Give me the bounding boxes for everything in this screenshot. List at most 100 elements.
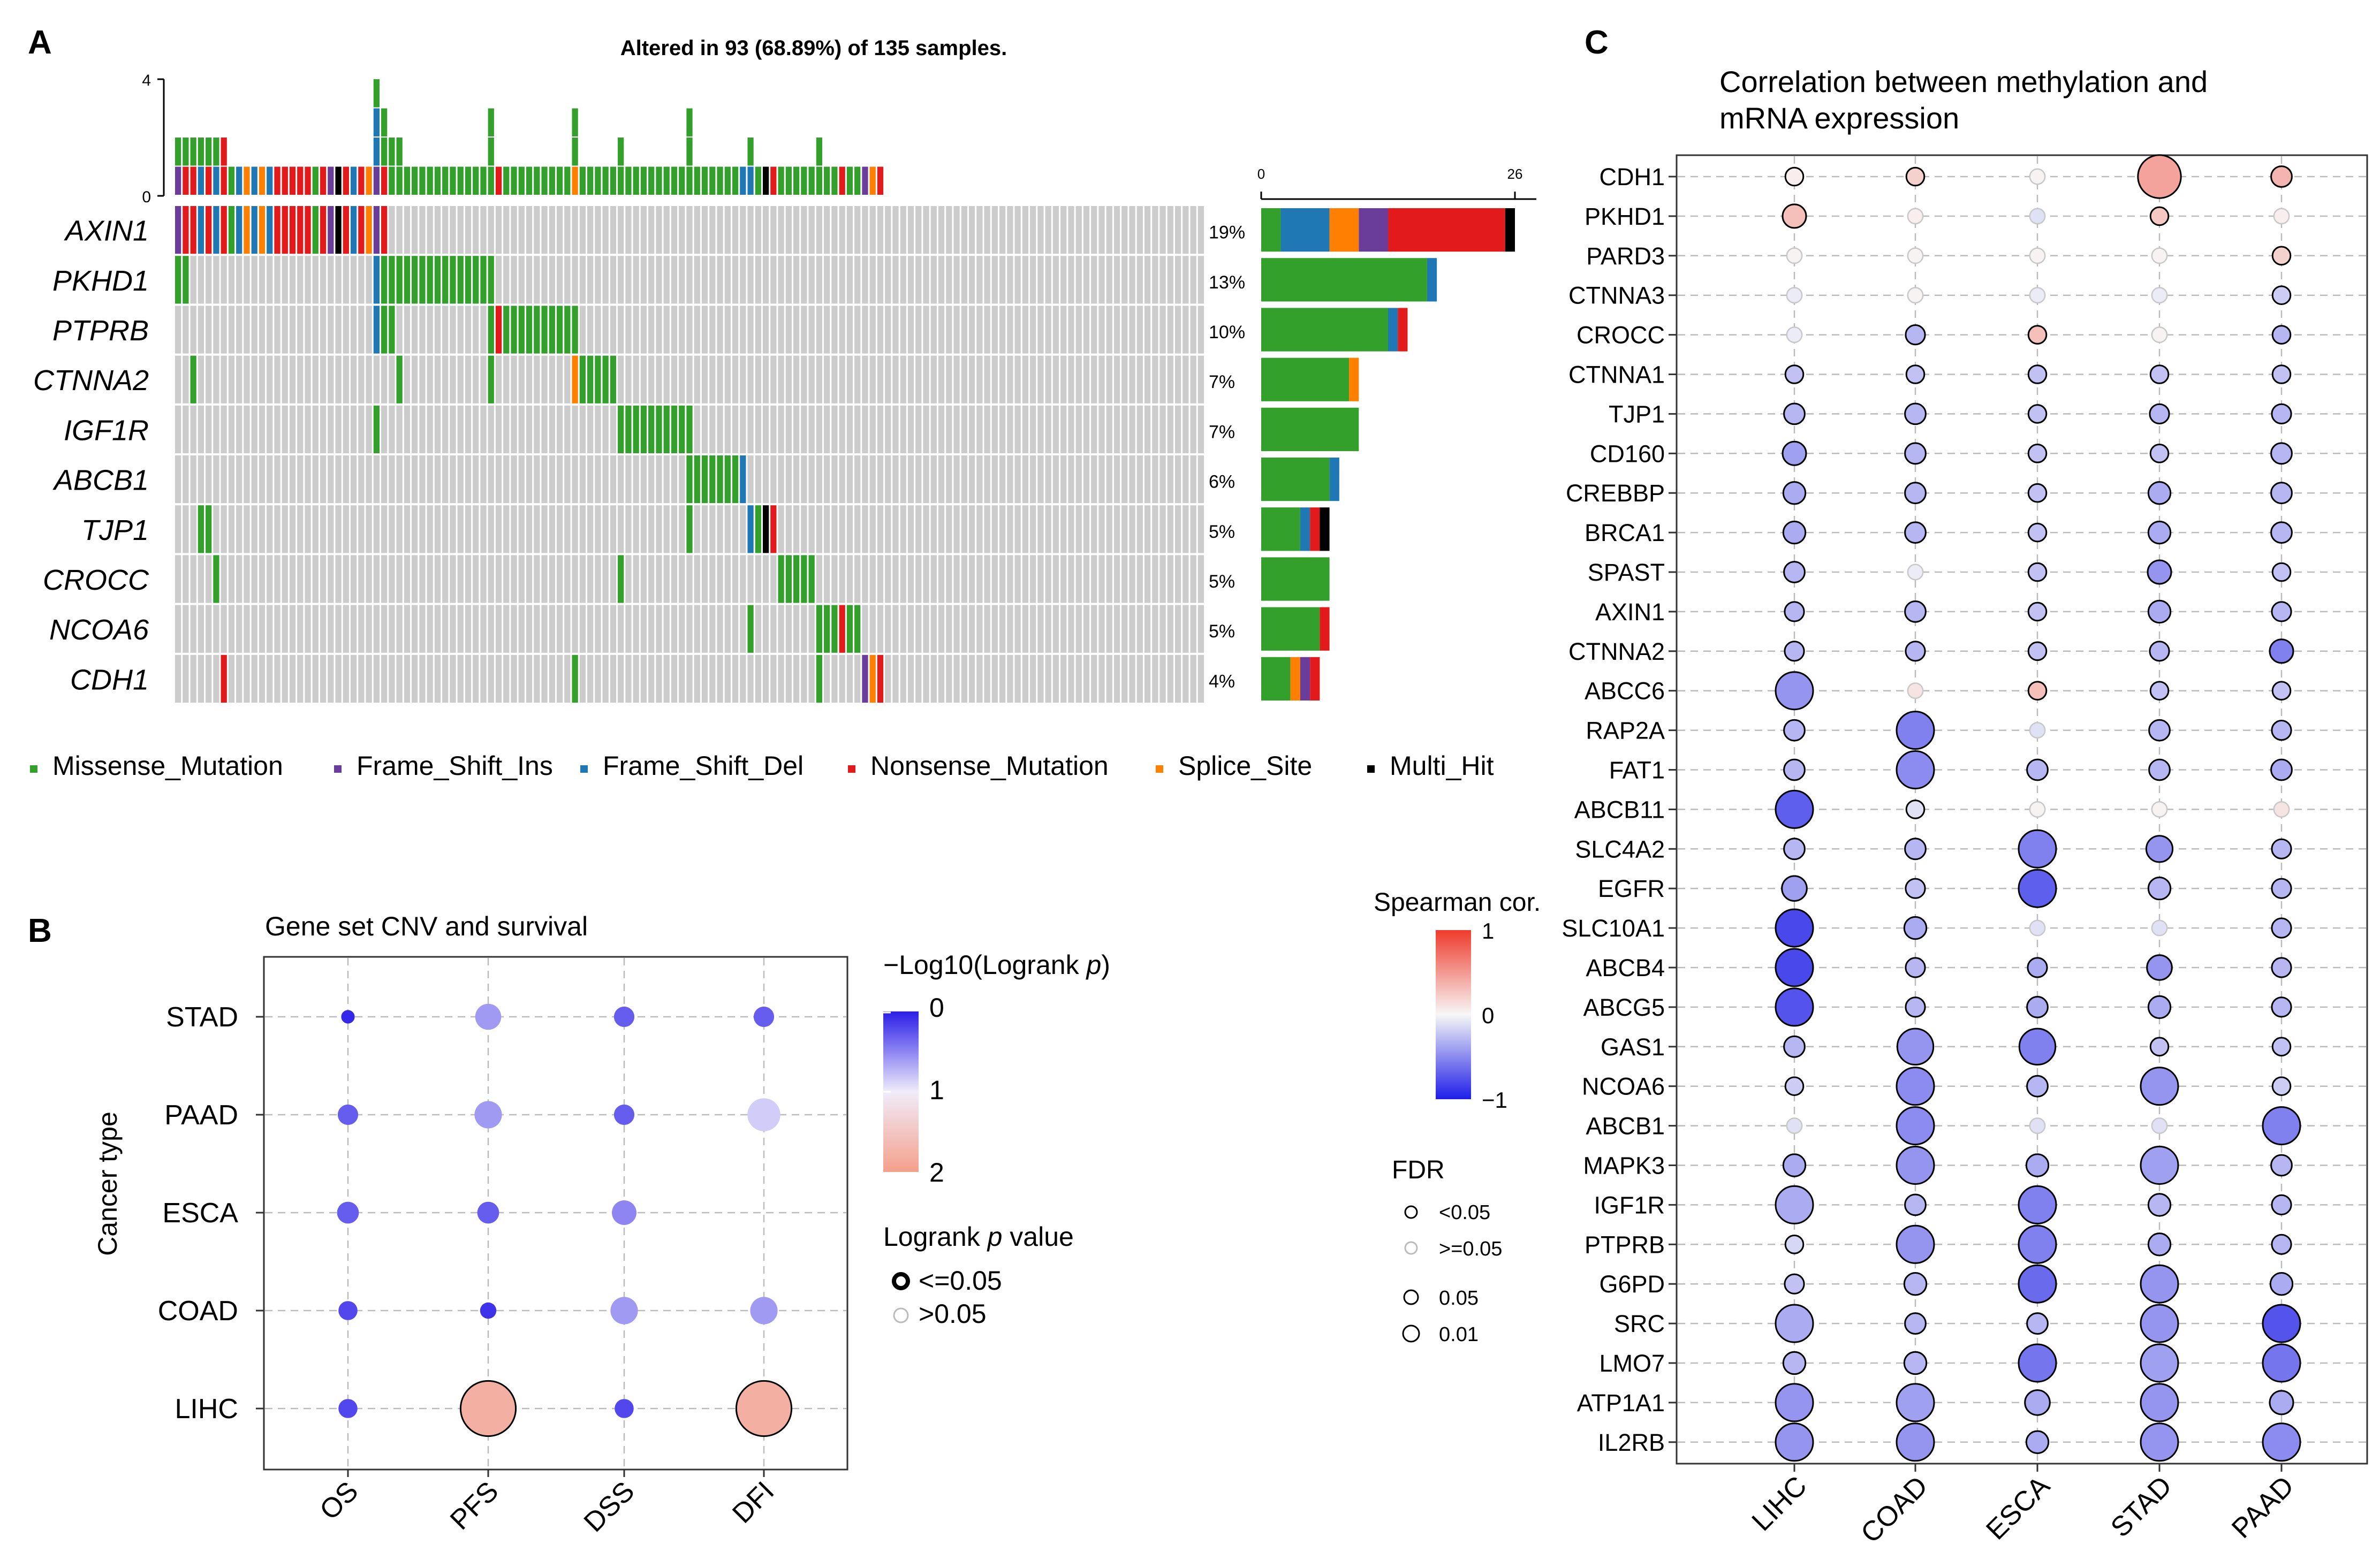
dot-point	[1775, 1383, 1814, 1422]
wildtype-cell	[1068, 405, 1074, 453]
wildtype-cell	[526, 206, 533, 254]
wildtype-cell	[633, 605, 639, 653]
wildtype-cell	[717, 355, 723, 404]
wildtype-cell	[541, 505, 548, 553]
top-bar-segment	[618, 166, 624, 195]
top-bar-segment	[556, 166, 563, 195]
wildtype-cell	[1030, 256, 1036, 304]
wildtype-cell	[732, 555, 739, 603]
wildtype-cell	[198, 355, 204, 404]
wildtype-cell	[389, 405, 395, 453]
wildtype-cell	[717, 505, 723, 553]
wildtype-cell	[633, 505, 639, 553]
wildtype-cell	[1174, 355, 1181, 404]
wildtype-cell	[190, 605, 196, 653]
wildtype-cell	[1007, 455, 1013, 504]
top-bar-segment	[297, 166, 304, 195]
size-legend-b-sig-swatch	[892, 1272, 910, 1290]
wildtype-cell	[244, 455, 250, 504]
mutation-cell	[389, 256, 395, 304]
wildtype-cell	[1159, 605, 1166, 653]
wildtype-cell	[541, 355, 548, 404]
wildtype-cell	[770, 405, 777, 453]
wildtype-cell	[1030, 505, 1036, 553]
wildtype-cell	[412, 505, 418, 553]
top-bar-segment	[587, 166, 594, 195]
wildtype-cell	[328, 555, 334, 603]
wildtype-cell	[618, 605, 624, 653]
top-bar-segment	[328, 166, 334, 195]
top-bar-segment	[793, 166, 800, 195]
wildtype-cell	[724, 256, 731, 304]
wildtype-cell	[976, 355, 983, 404]
wildtype-cell	[755, 206, 761, 254]
mutation-cell	[373, 206, 380, 254]
wildtype-cell	[610, 455, 617, 504]
wildtype-cell	[793, 605, 800, 653]
wildtype-cell	[404, 455, 411, 504]
right-bar-segment	[1359, 208, 1388, 252]
wildtype-cell	[991, 206, 998, 254]
top-bar-segment	[511, 166, 517, 195]
wildtype-cell	[579, 605, 586, 653]
wildtype-cell	[366, 555, 372, 603]
wildtype-cell	[892, 306, 899, 354]
wildtype-cell	[648, 455, 655, 504]
wildtype-cell	[1183, 505, 1189, 553]
wildtype-cell	[350, 455, 357, 504]
y-tick-label: MAPK3	[1583, 1152, 1665, 1179]
wildtype-cell	[907, 206, 914, 254]
wildtype-cell	[686, 555, 693, 603]
dot-point	[1904, 402, 1927, 425]
wildtype-cell	[1045, 555, 1051, 603]
wildtype-cell	[213, 405, 219, 453]
wildtype-cell	[549, 654, 555, 703]
top-bar-segment	[534, 166, 540, 195]
dot-point	[338, 1301, 358, 1320]
wildtype-cell	[953, 505, 960, 553]
wildtype-cell	[701, 505, 708, 553]
mutation-cell	[618, 405, 624, 453]
wildtype-cell	[946, 555, 952, 603]
wildtype-cell	[770, 206, 777, 254]
y-tick-label: CDH1	[1599, 163, 1665, 191]
wildtype-cell	[465, 654, 472, 703]
dot-point	[2271, 1234, 2292, 1255]
mutation-cell	[366, 206, 372, 254]
wildtype-cell	[694, 306, 700, 354]
wildtype-cell	[656, 654, 662, 703]
wildtype-cell	[389, 505, 395, 553]
top-bar-segment	[595, 166, 601, 195]
wildtype-cell	[846, 505, 853, 553]
wildtype-cell	[732, 206, 739, 254]
wildtype-cell	[656, 306, 662, 354]
wildtype-cell	[572, 505, 578, 553]
wildtype-cell	[1144, 505, 1151, 553]
dot-point	[459, 1380, 517, 1437]
wildtype-cell	[488, 405, 494, 453]
wildtype-cell	[1159, 355, 1166, 404]
mutation-cell	[839, 605, 845, 653]
wildtype-cell	[595, 306, 601, 354]
wildtype-cell	[885, 355, 891, 404]
wildtype-cell	[793, 405, 800, 453]
wildtype-cell	[1098, 605, 1105, 653]
wildtype-cell	[564, 605, 571, 653]
wildtype-cell	[854, 654, 861, 703]
wildtype-cell	[625, 306, 632, 354]
right-bar-segment	[1329, 208, 1359, 252]
dot-point	[474, 1101, 502, 1129]
right-axis-label-max: 26	[1507, 166, 1523, 182]
wildtype-cell	[1129, 206, 1135, 254]
x-tick-label: PAAD	[2226, 1470, 2300, 1544]
mutation-cell	[671, 405, 678, 453]
wildtype-cell	[1091, 355, 1097, 404]
dot-point	[341, 1010, 355, 1024]
dot-point	[1907, 564, 1924, 581]
wildtype-cell	[991, 256, 998, 304]
wildtype-cell	[1174, 555, 1181, 603]
wildtype-cell	[427, 555, 433, 603]
dot-point	[1905, 166, 1926, 187]
wildtype-cell	[671, 555, 678, 603]
top-bar-segment	[724, 166, 731, 195]
